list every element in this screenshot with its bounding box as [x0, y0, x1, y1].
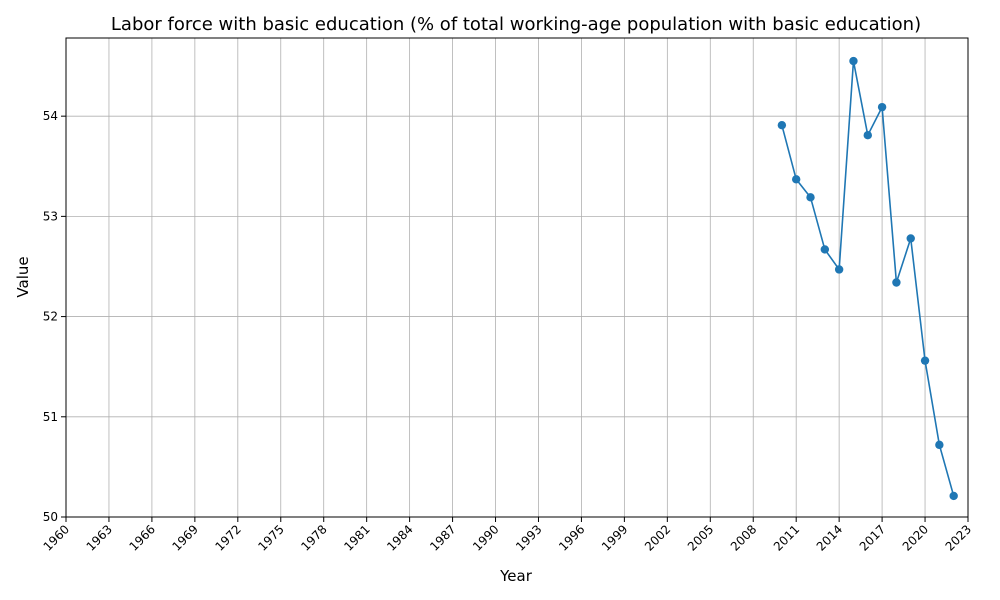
data-point — [791, 175, 801, 184]
data-point — [849, 56, 858, 66]
data-point — [806, 193, 815, 202]
y-tick-label: 50 — [43, 510, 58, 524]
y-tick-label: 54 — [43, 109, 58, 123]
x-tick-label: 2011 — [771, 522, 802, 553]
x-tick-label: 2023 — [943, 522, 974, 553]
plot-frame — [65, 37, 969, 518]
chart-title: Labor force with basic education (% of t… — [111, 14, 921, 35]
x-axis-ticks: 1960 1963 1966 1969 1972 1975 1978 1981 1984 1987… — [41, 517, 974, 554]
data-point — [863, 131, 872, 140]
x-tick-label: 1996 — [556, 522, 587, 553]
x-tick-label: 1993 — [513, 522, 544, 553]
x-tick-label: 1984 — [384, 522, 415, 553]
y-tick-label: 53 — [43, 209, 58, 223]
y-axis-ticks: 50 51 52 53 54 — [43, 109, 66, 524]
x-tick-label: 1969 — [169, 522, 200, 553]
x-tick-label: 1981 — [341, 522, 372, 553]
series-line — [781, 60, 955, 497]
x-tick-label: 1987 — [427, 522, 458, 553]
data-point — [777, 120, 787, 130]
data-point — [877, 102, 887, 112]
data-point — [935, 440, 944, 450]
y-tick-label: 52 — [43, 310, 58, 324]
data-point — [906, 234, 915, 243]
x-tick-label: 1990 — [470, 522, 501, 553]
data-point — [892, 278, 901, 287]
x-tick-label: 1978 — [298, 522, 329, 553]
x-tick-label: 1972 — [212, 522, 243, 553]
data-point — [834, 265, 844, 274]
x-tick-label: 2005 — [685, 522, 716, 553]
data-point — [949, 491, 958, 501]
data-point — [820, 245, 830, 254]
x-tick-label: 2017 — [857, 522, 888, 553]
grid — [65, 38, 969, 518]
x-tick-label: 1963 — [84, 522, 115, 553]
y-axis-label: Value — [14, 256, 32, 297]
x-tick-label: 1966 — [127, 522, 158, 553]
series-layer — [777, 56, 958, 501]
x-tick-label: 2020 — [900, 522, 931, 553]
x-tick-label: 2014 — [814, 522, 845, 553]
data-point — [920, 356, 930, 365]
x-tick-label: 2008 — [728, 522, 759, 553]
x-tick-label: 1999 — [599, 522, 630, 553]
y-tick-label: 51 — [43, 410, 58, 424]
x-tick-label: 2002 — [642, 522, 673, 553]
x-axis-label: Year — [499, 567, 533, 585]
x-tick-label: 1960 — [41, 522, 72, 553]
x-tick-label: 1975 — [255, 522, 286, 553]
